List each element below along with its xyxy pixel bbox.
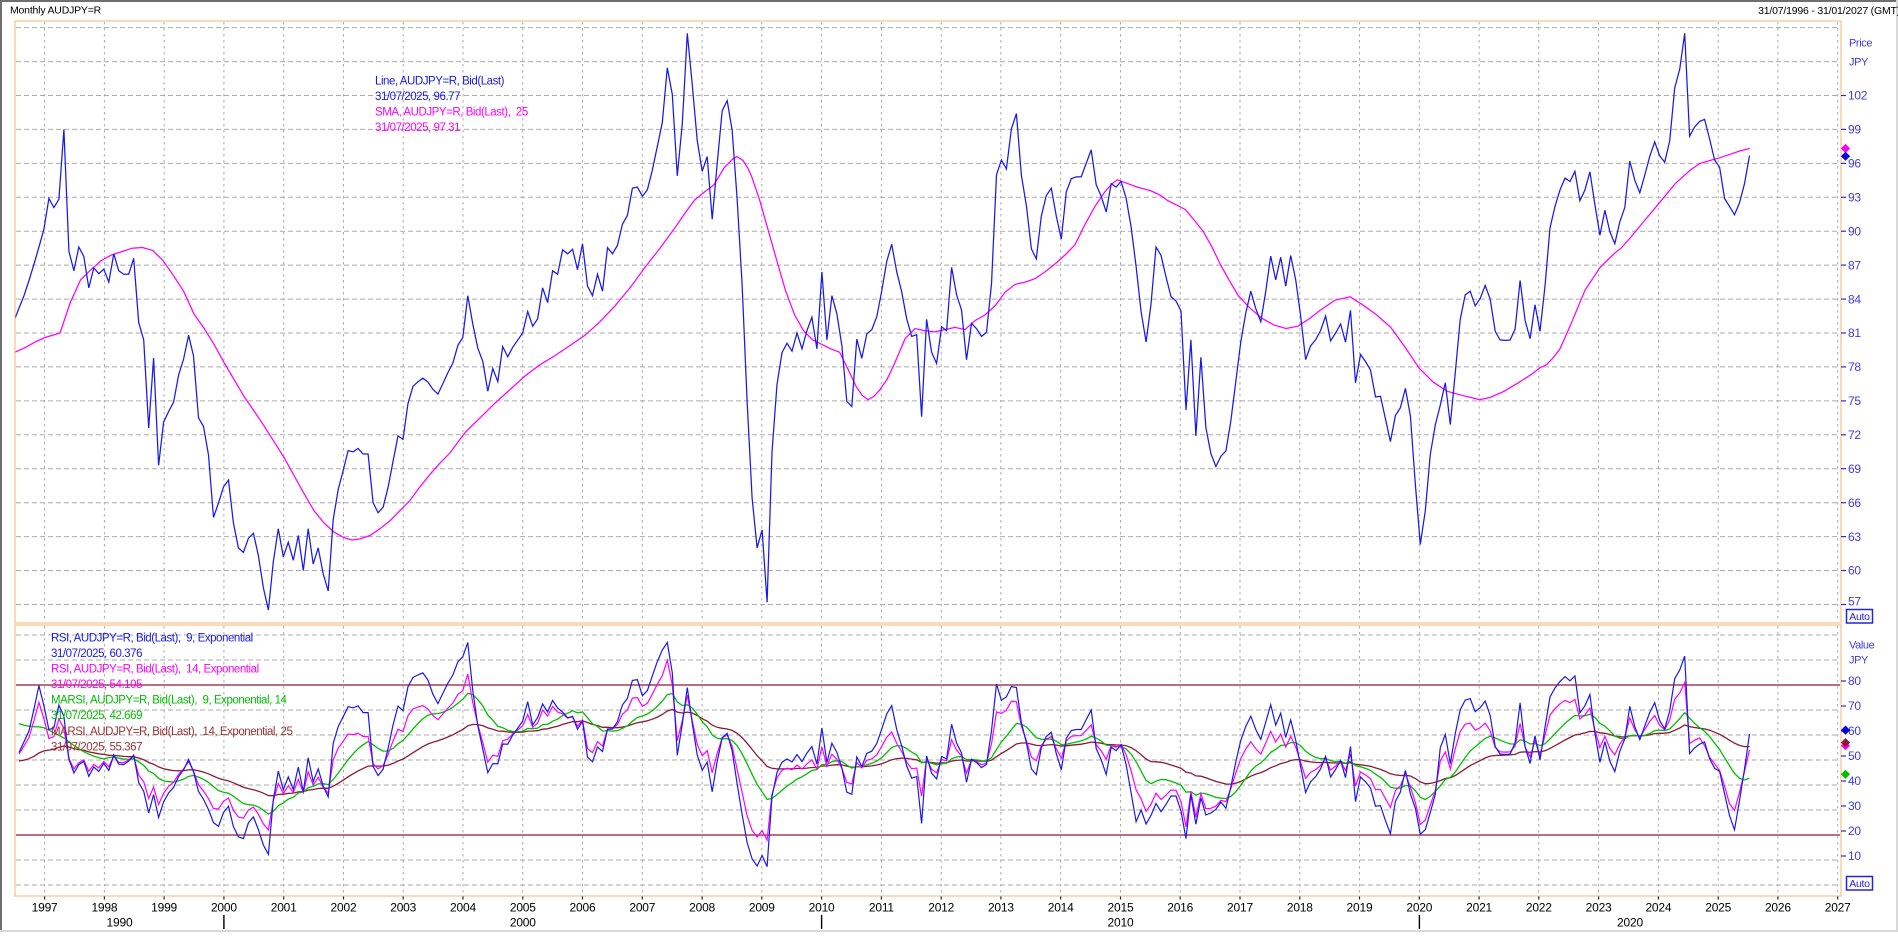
svg-text:Line, AUDJPY=R, Bid(Last): Line, AUDJPY=R, Bid(Last) — [375, 76, 505, 88]
svg-text:2010: 2010 — [1108, 916, 1134, 930]
svg-text:102: 102 — [1848, 89, 1868, 103]
svg-text:1998: 1998 — [91, 901, 117, 915]
svg-text:31/07/2025, 60.376: 31/07/2025, 60.376 — [51, 648, 142, 660]
svg-text:2016: 2016 — [1167, 901, 1193, 915]
svg-text:2027: 2027 — [1825, 901, 1851, 915]
svg-text:2002: 2002 — [331, 901, 357, 915]
svg-text:66: 66 — [1848, 496, 1861, 510]
svg-text:75: 75 — [1848, 394, 1861, 408]
svg-text:2020: 2020 — [1406, 901, 1432, 915]
svg-text:2015: 2015 — [1108, 901, 1134, 915]
svg-text:30: 30 — [1848, 799, 1861, 813]
svg-text:60: 60 — [1848, 724, 1861, 738]
svg-text:2000: 2000 — [211, 901, 237, 915]
svg-text:90: 90 — [1848, 224, 1861, 238]
svg-text:31/07/2025, 42.669: 31/07/2025, 42.669 — [51, 710, 142, 722]
svg-text:20: 20 — [1848, 824, 1861, 838]
svg-text:78: 78 — [1848, 360, 1861, 374]
svg-text:31/07/1996 - 31/01/2027 (GMT): 31/07/1996 - 31/01/2027 (GMT) — [1758, 5, 1898, 17]
svg-text:93: 93 — [1848, 191, 1861, 205]
svg-text:Value: Value — [1849, 640, 1875, 652]
svg-text:50: 50 — [1848, 749, 1861, 763]
svg-text:1997: 1997 — [32, 901, 58, 915]
svg-text:JPY: JPY — [1849, 57, 1869, 69]
svg-text:2010: 2010 — [809, 901, 835, 915]
svg-text:72: 72 — [1848, 428, 1861, 442]
svg-text:60: 60 — [1848, 564, 1861, 578]
svg-text:2024: 2024 — [1645, 901, 1671, 915]
svg-text:2023: 2023 — [1586, 901, 1612, 915]
svg-text:1990: 1990 — [107, 916, 133, 930]
svg-text:Auto: Auto — [1849, 878, 1870, 890]
svg-text:2006: 2006 — [570, 901, 596, 915]
svg-text:2011: 2011 — [869, 901, 895, 915]
svg-text:Monthly AUDJPY=R: Monthly AUDJPY=R — [10, 5, 102, 17]
svg-text:31/07/2025, 55.367: 31/07/2025, 55.367 — [51, 741, 142, 753]
svg-text:RSI, AUDJPY=R, Bid(Last), 9,: RSI, AUDJPY=R, Bid(Last), 9, Exponential — [51, 633, 253, 645]
svg-text:10: 10 — [1848, 849, 1861, 863]
svg-text:2020: 2020 — [1617, 916, 1643, 930]
svg-text:81: 81 — [1848, 326, 1861, 340]
svg-text:2021: 2021 — [1466, 901, 1492, 915]
svg-text:2004: 2004 — [450, 901, 476, 915]
svg-text:JPY: JPY — [1849, 655, 1869, 667]
svg-text:2013: 2013 — [988, 901, 1014, 915]
svg-text:2009: 2009 — [749, 901, 775, 915]
svg-text:80: 80 — [1848, 674, 1861, 688]
svg-text:MARSI, AUDJPY=R, Bid(Last), 1: MARSI, AUDJPY=R, Bid(Last), 14, Exponent… — [51, 726, 292, 738]
svg-text:2026: 2026 — [1765, 901, 1791, 915]
svg-text:2014: 2014 — [1048, 901, 1074, 915]
svg-text:2001: 2001 — [271, 901, 297, 915]
svg-text:2005: 2005 — [510, 901, 536, 915]
svg-text:57: 57 — [1848, 595, 1861, 609]
svg-text:1999: 1999 — [151, 901, 177, 915]
svg-text:69: 69 — [1848, 462, 1861, 476]
svg-text:2007: 2007 — [629, 901, 655, 915]
svg-text:2017: 2017 — [1227, 901, 1253, 915]
svg-text:2008: 2008 — [689, 901, 715, 915]
svg-text:63: 63 — [1848, 530, 1861, 544]
svg-text:40: 40 — [1848, 774, 1861, 788]
svg-text:31/07/2025, 97.31: 31/07/2025, 97.31 — [375, 122, 460, 134]
svg-text:2012: 2012 — [928, 901, 954, 915]
svg-text:RSI, AUDJPY=R, Bid(Last), 14,: RSI, AUDJPY=R, Bid(Last), 14, Exponentia… — [51, 664, 259, 676]
svg-text:2003: 2003 — [390, 901, 416, 915]
svg-text:2018: 2018 — [1287, 901, 1313, 915]
svg-text:31/07/2025, 96.77: 31/07/2025, 96.77 — [375, 91, 460, 103]
svg-text:99: 99 — [1848, 123, 1861, 137]
svg-text:2000: 2000 — [510, 916, 536, 930]
svg-text:70: 70 — [1848, 699, 1861, 713]
svg-text:96: 96 — [1848, 157, 1861, 171]
svg-text:SMA, AUDJPY=R, Bid(Last), 25: SMA, AUDJPY=R, Bid(Last), 25 — [375, 107, 528, 119]
svg-text:2022: 2022 — [1526, 901, 1552, 915]
svg-text:87: 87 — [1848, 258, 1861, 272]
svg-text:31/07/2025, 54.105: 31/07/2025, 54.105 — [51, 679, 142, 691]
svg-text:84: 84 — [1848, 292, 1861, 306]
svg-text:Auto: Auto — [1849, 611, 1870, 623]
svg-text:MARSI, AUDJPY=R, Bid(Last), 9: MARSI, AUDJPY=R, Bid(Last), 9, Exponenti… — [51, 695, 288, 707]
svg-text:2025: 2025 — [1705, 901, 1731, 915]
svg-text:Price: Price — [1849, 38, 1872, 50]
svg-text:2019: 2019 — [1347, 901, 1373, 915]
